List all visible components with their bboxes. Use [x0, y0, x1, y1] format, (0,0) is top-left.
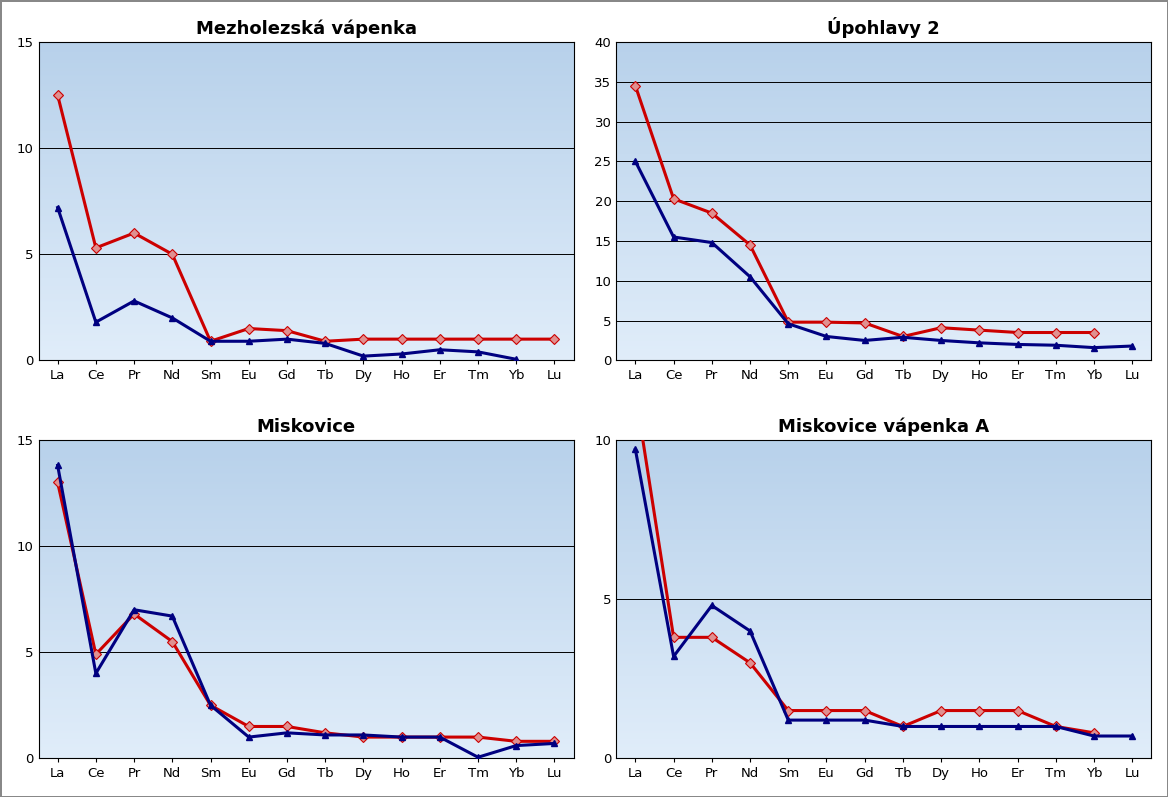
- Title: Miskovice vápenka A: Miskovice vápenka A: [778, 417, 989, 436]
- Title: Miskovice: Miskovice: [257, 418, 355, 436]
- Title: Mezholezská vápenka: Mezholezská vápenka: [195, 19, 417, 37]
- Title: Úpohlavy 2: Úpohlavy 2: [827, 17, 940, 37]
